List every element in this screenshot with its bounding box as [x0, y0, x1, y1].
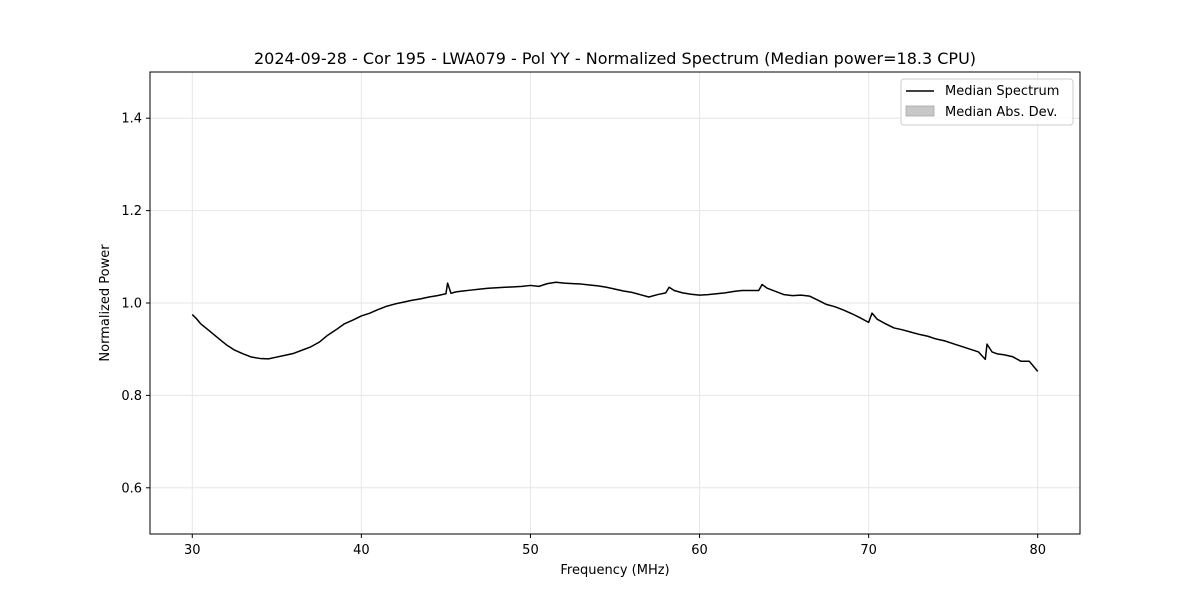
x-tick-label: 60 — [691, 543, 708, 558]
x-tick-label: 40 — [353, 543, 370, 558]
y-tick-label: 1.0 — [121, 297, 142, 312]
y-tick-label: 0.8 — [121, 389, 142, 404]
x-tick-label: 50 — [522, 543, 539, 558]
y-tick-label: 1.4 — [121, 112, 142, 127]
x-tick-label: 70 — [860, 543, 877, 558]
x-tick-label: 80 — [1029, 543, 1046, 558]
legend-entry-median-spectrum: Median Spectrum — [945, 84, 1059, 99]
legend-entry-median-abs-dev: Median Abs. Dev. — [945, 105, 1057, 120]
y-tick-label: 1.2 — [121, 204, 142, 219]
x-axis-ticks: 30 40 50 60 70 80 — [184, 534, 1046, 558]
legend: Median Spectrum Median Abs. Dev. — [900, 78, 1074, 126]
series-layer — [191, 281, 1039, 372]
y-axis-label: Normalized Power — [98, 244, 113, 362]
median-spectrum-line — [191, 281, 1039, 372]
x-tick-label: 30 — [184, 543, 201, 558]
y-axis-ticks: 0.6 0.8 1.0 1.2 1.4 — [121, 112, 150, 496]
legend-band-swatch — [905, 105, 935, 117]
x-axis-label: Frequency (MHz) — [560, 563, 669, 578]
legend-box — [900, 78, 1074, 126]
chart-title: 2024-09-28 - Cor 195 - LWA079 - Pol YY -… — [254, 49, 976, 68]
y-tick-label: 0.6 — [121, 481, 142, 496]
